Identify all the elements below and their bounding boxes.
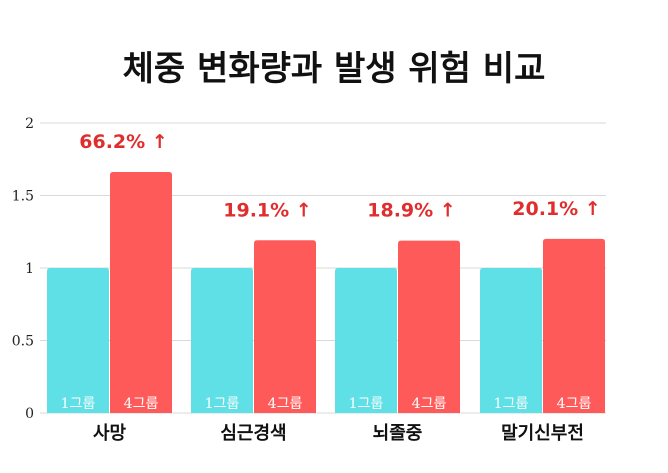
increase-annotation: 66.2% ↑	[79, 131, 167, 153]
chart-title: 체중 변화량과 발생 위험 비교	[123, 49, 546, 89]
bar	[191, 268, 253, 413]
bar-series-label: 1그룹	[494, 396, 529, 412]
y-tick-label: 1	[25, 261, 34, 277]
bar	[335, 268, 397, 413]
category-label: 말기신부전	[501, 423, 584, 444]
bar	[47, 268, 109, 413]
bar-series-label: 1그룹	[61, 396, 96, 412]
bar	[110, 172, 172, 413]
bar	[398, 240, 460, 413]
category-label: 뇌졸중	[373, 423, 423, 444]
bars	[47, 172, 605, 413]
y-tick-label: 0	[25, 406, 34, 422]
bar-series-label: 1그룹	[205, 396, 240, 412]
bar-series-label: 1그룹	[349, 396, 384, 412]
bar-series-label: 4그룹	[412, 396, 447, 412]
y-tick-label: 1.5	[12, 189, 34, 205]
y-axis-ticks: 0 0.5 1 1.5 2	[12, 116, 34, 422]
category-label: 사망	[93, 423, 127, 444]
increase-annotation: 18.9% ↑	[367, 200, 455, 222]
increase-annotation: 19.1% ↑	[223, 199, 311, 221]
bar	[254, 240, 316, 413]
bar	[480, 268, 542, 413]
y-tick-label: 0.5	[12, 334, 34, 350]
category-label: 심근경색	[220, 423, 286, 444]
increase-annotation: 20.1% ↑	[512, 198, 600, 220]
bar-series-label: 4그룹	[557, 396, 592, 412]
bar-series-label: 4그룹	[124, 396, 159, 412]
bar	[543, 238, 605, 413]
y-tick-label: 2	[25, 116, 34, 132]
bar-series-label: 4그룹	[268, 396, 303, 412]
